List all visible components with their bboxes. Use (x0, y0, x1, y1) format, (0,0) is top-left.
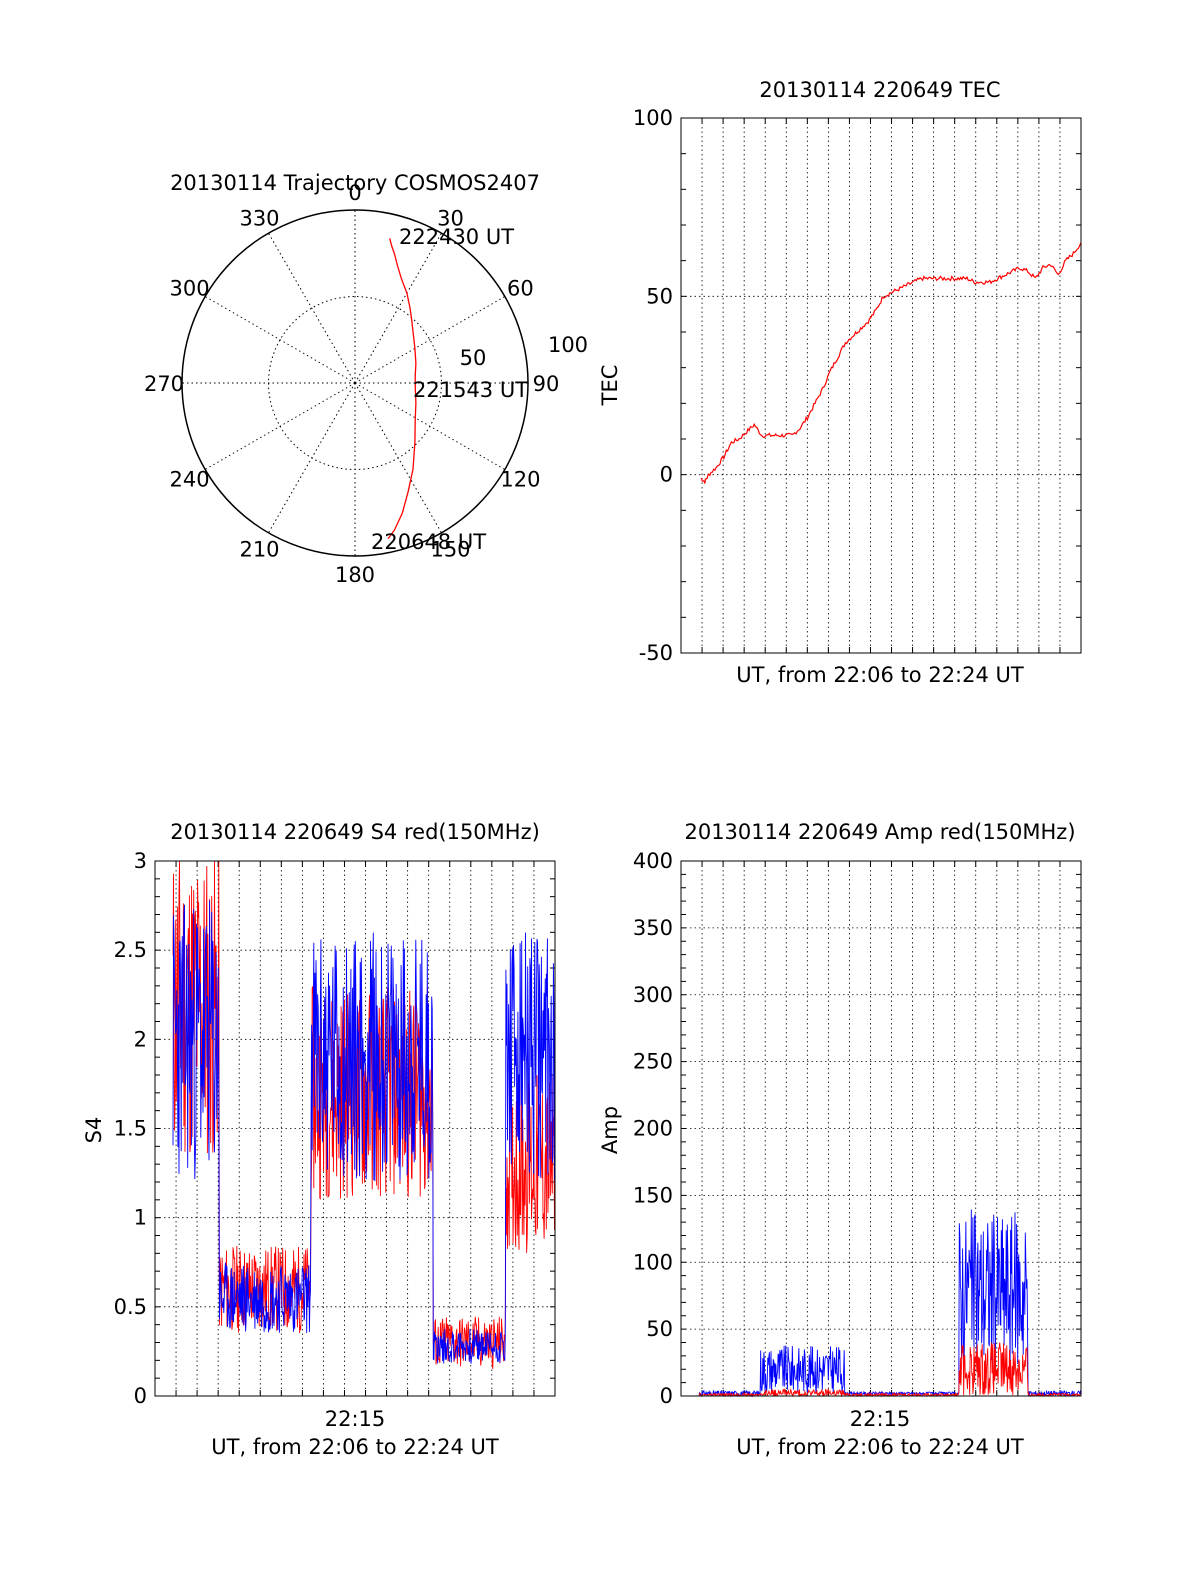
polar-spoke (204, 382, 356, 470)
amp-series-red (698, 1342, 1082, 1398)
amp-title: 20130114 220649 Amp red(150MHz) (684, 820, 1075, 844)
polar-spoke (354, 232, 442, 384)
azimuth-label: 120 (500, 468, 540, 492)
s4-title: 20130114 220649 S4 red(150MHz) (170, 820, 540, 844)
azimuth-label: 240 (170, 468, 210, 492)
y-tick-label: 400 (633, 849, 673, 873)
azimuth-label: 90 (533, 372, 560, 396)
trajectory-line (387, 238, 417, 540)
azimuth-label: 60 (507, 277, 534, 301)
azimuth-label: 30 (437, 207, 464, 231)
tec-grid (681, 118, 1081, 653)
amp-y-axis-label: Amp (598, 1106, 622, 1154)
s4-panel: 20130114 220649 S4 red(150MHz) 0 0.5 1 1.5 2… (82, 820, 556, 1459)
polar-spoke (354, 382, 442, 534)
amp-red-line (698, 1342, 1082, 1398)
azimuth-label: 180 (335, 563, 375, 587)
annotation-end-time: 222430 UT (399, 225, 514, 249)
y-tick-label: 350 (633, 916, 673, 940)
y-tick-label: 0 (134, 1384, 147, 1408)
y-tick-label: 300 (633, 983, 673, 1007)
y-tick-label: 1.5 (114, 1117, 147, 1141)
amp-plot-frame (680, 860, 1082, 1397)
tec-series-line (700, 242, 1082, 484)
s4-y-tick-labels: 0 0.5 1 1.5 2 2.5 3 (114, 849, 147, 1408)
y-tick-label: 50 (646, 1317, 673, 1341)
amp-panel: 20130114 220649 Amp red(150MHz) 0 50 100 15… (598, 820, 1082, 1459)
y-tick-label: 0.5 (114, 1295, 147, 1319)
polar-spoke (268, 232, 356, 384)
y-tick-label: 0 (660, 1384, 673, 1408)
amp-x-tick-label: 22:15 (850, 1407, 911, 1431)
y-tick-label: 50 (646, 284, 673, 308)
s4-y-axis-label: S4 (82, 1117, 106, 1144)
s4-series-blue (172, 900, 556, 1364)
azimuth-label: 210 (239, 537, 279, 561)
radius-label-100: 100 (548, 333, 588, 357)
tec-plot-frame (680, 117, 1082, 654)
s4-plot-frame (154, 860, 556, 1397)
azimuth-label: 0 (348, 181, 361, 205)
polar-spoke (354, 382, 506, 470)
polar-spoke (354, 296, 506, 384)
s4-x-axis-label: UT, from 22:06 to 22:24 UT (211, 1435, 499, 1459)
y-tick-label: 1 (134, 1206, 147, 1230)
azimuth-label: 330 (239, 207, 279, 231)
s4-x-tick-label: 22:15 (325, 1407, 386, 1431)
radius-label-50: 50 (460, 346, 487, 370)
y-tick-label: 150 (633, 1183, 673, 1207)
trajectory-title: 20130114 Trajectory COSMOS2407 (170, 171, 540, 195)
polar-spoke (204, 296, 356, 384)
azimuth-label: 300 (170, 277, 210, 301)
polar-spoke (268, 382, 356, 534)
polar-outer-ring (181, 209, 529, 557)
tec-title: 20130114 220649 TEC (759, 78, 1000, 102)
y-tick-label: -50 (639, 641, 673, 665)
y-tick-label: 0 (660, 463, 673, 487)
amp-x-axis-label: UT, from 22:06 to 22:24 UT (736, 1435, 1024, 1459)
tec-x-axis-label: UT, from 22:06 to 22:24 UT (736, 663, 1024, 687)
y-tick-label: 200 (633, 1117, 673, 1141)
y-tick-label: 2.5 (114, 938, 147, 962)
amp-series-blue (698, 1209, 1082, 1398)
s4-blue-line (172, 900, 556, 1364)
y-tick-label: 3 (134, 849, 147, 873)
tec-y-tick-labels: -50 0 50 100 (633, 106, 673, 665)
azimuth-label: 150 (430, 537, 470, 561)
y-tick-label: 100 (633, 1250, 673, 1274)
amp-blue-line (698, 1209, 1082, 1398)
y-tick-label: 250 (633, 1050, 673, 1074)
amp-y-tick-labels: 0 50 100 150 200 250 300 350 400 (633, 849, 673, 1408)
polar-grid (181, 209, 529, 557)
azimuth-labels: 0 30 60 90 120 150 180 210 240 270 300 330 (144, 181, 559, 587)
azimuth-label: 270 (144, 372, 184, 396)
annotation-start-time: 220648 UT (371, 530, 486, 554)
trajectory-panel: 20130114 Trajectory COSMOS2407 0 30 60 90 12… (144, 171, 588, 587)
y-tick-label: 2 (134, 1027, 147, 1051)
tec-y-axis-label: TEC (598, 365, 622, 407)
annotation-mid-time: 221543 UT (413, 378, 528, 402)
y-tick-label: 100 (633, 106, 673, 130)
tec-panel: 20130114 220649 TEC -50 0 50 100 TEC UT, fr… (598, 78, 1082, 687)
